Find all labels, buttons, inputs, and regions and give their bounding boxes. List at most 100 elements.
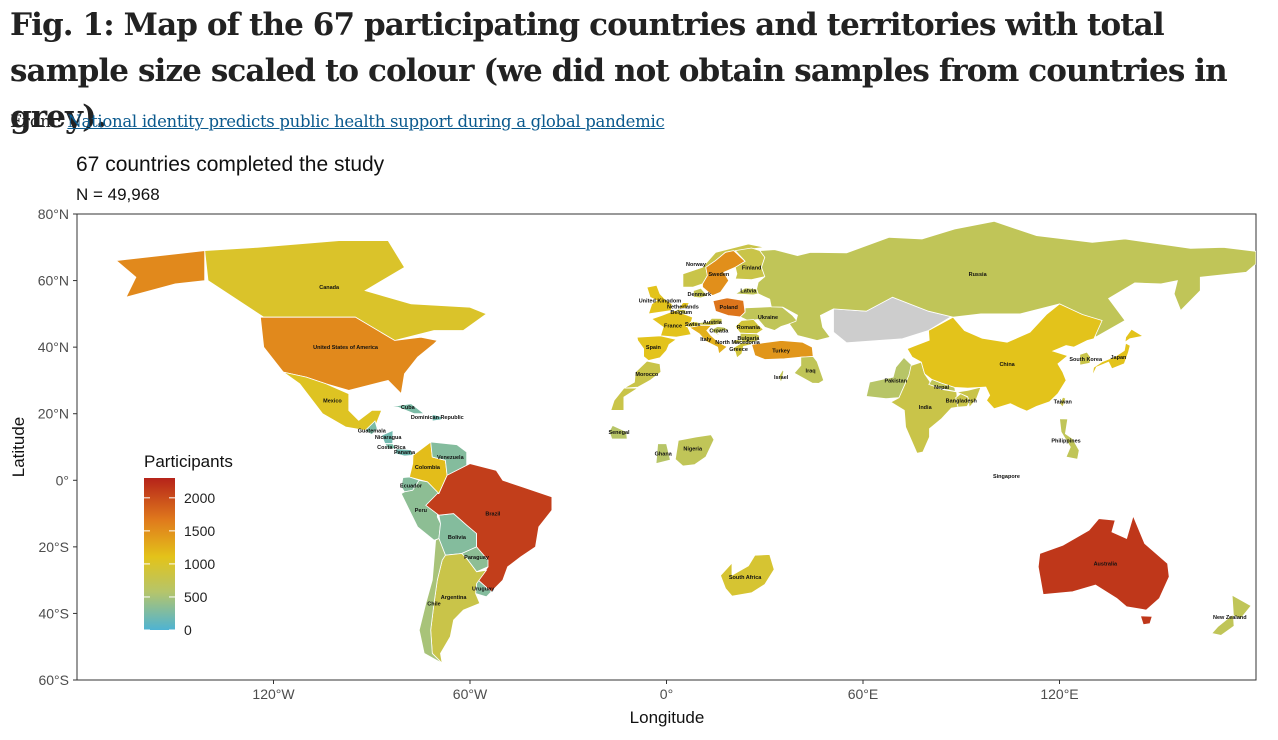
label-philippines: Philippines xyxy=(1051,438,1080,444)
legend-tick-label: 500 xyxy=(184,589,208,605)
label-australia: Australia xyxy=(1094,562,1118,568)
label-austria: Austria xyxy=(703,320,723,326)
middle-east-shape xyxy=(35,153,59,177)
x-tick-label: 60°E xyxy=(848,686,879,702)
country-mexico xyxy=(283,371,383,431)
land-layer xyxy=(0,140,1256,665)
label-guatemala: Guatemala xyxy=(358,428,387,434)
label-taiwan: Taiwan xyxy=(1054,399,1073,405)
y-tick-label: 60°N xyxy=(38,273,69,289)
label-ecuador: Ecuador xyxy=(400,483,423,489)
x-axis-label: Longitude xyxy=(630,708,705,727)
legend-tick-label: 0 xyxy=(184,622,192,638)
legend-tick-label: 2000 xyxy=(184,490,215,506)
country-nigeria xyxy=(674,434,715,467)
x-tick-label: 120°E xyxy=(1040,686,1078,702)
label-iraq: Iraq xyxy=(806,368,816,374)
label-romania: Romania xyxy=(737,325,761,331)
label-brazil: Brazil xyxy=(485,512,500,518)
y-tick-label: 40°S xyxy=(38,605,69,621)
country-new-zealand xyxy=(1211,594,1252,636)
country-chile xyxy=(418,537,446,664)
label-colombia: Colombia xyxy=(415,465,441,471)
y-tick-label: 20°N xyxy=(38,406,69,422)
label-japan: Japan xyxy=(1110,355,1127,361)
y-tick-label: 60°S xyxy=(38,672,69,688)
label-netherlands: Netherlands xyxy=(667,305,699,311)
x-tick-label: 60°W xyxy=(453,686,488,702)
label-nepal: Nepal xyxy=(934,385,949,391)
label-bolivia: Bolivia xyxy=(448,535,467,541)
country-sweden xyxy=(702,250,746,297)
label-venezuela: Venezuela xyxy=(437,455,465,461)
label-south-africa: South Africa xyxy=(729,575,762,581)
label-croatia: Croatia xyxy=(709,329,729,335)
country-south-africa xyxy=(720,554,775,597)
country-spain xyxy=(636,335,678,361)
label-russia: Russia xyxy=(969,272,988,278)
x-tick-label: 0° xyxy=(660,686,673,702)
label-panama: Panama xyxy=(394,450,416,456)
label-belgium: Belgium xyxy=(670,310,692,316)
country-finland xyxy=(734,247,766,281)
indonesia-shape xyxy=(95,140,120,145)
country-singapore xyxy=(1005,474,1008,478)
label-united-kingdom: United Kingdom xyxy=(639,299,682,305)
label-italy: Italy xyxy=(700,337,712,343)
label-senegal: Senegal xyxy=(608,430,630,436)
country-ghana xyxy=(655,443,671,465)
legend-tick-label: 1000 xyxy=(184,556,215,572)
label-bangladesh: Bangladesh xyxy=(946,398,978,404)
label-singapore: Singapore xyxy=(993,474,1020,480)
label-china: China xyxy=(999,362,1015,368)
country-labels: Canada United States of America Mexico Cuba… xyxy=(313,262,1247,621)
label-turkey: Turkey xyxy=(772,348,791,354)
country-peru xyxy=(400,479,441,541)
country-senegal xyxy=(608,424,628,440)
label-swiss: Swiss xyxy=(685,322,701,328)
label-norway: Norway xyxy=(686,262,707,268)
chart-title: 67 countries completed the study xyxy=(76,153,385,176)
source-article-link[interactable]: National identity predicts public health… xyxy=(67,112,665,131)
country-russia xyxy=(756,220,1256,341)
country-philippines xyxy=(1059,418,1080,460)
label-chile: Chile xyxy=(427,601,440,607)
country-israel xyxy=(778,369,785,384)
label-latvia: Latvia xyxy=(740,289,757,295)
country-australia xyxy=(1037,514,1170,611)
africa-shape xyxy=(0,140,51,177)
country-croatia xyxy=(710,326,730,339)
country-south-korea xyxy=(1079,351,1091,366)
figure-title: Fig. 1: Map of the 67 participating coun… xyxy=(10,7,1228,135)
label-new-zealand: New Zealand xyxy=(1213,615,1247,621)
label-ukraine: Ukraine xyxy=(758,315,778,321)
label-united-states-of-america: United States of America xyxy=(313,345,379,351)
country-italy xyxy=(688,324,728,355)
country-netherlands xyxy=(677,302,691,310)
x-axis: 120°W 60°W 0° 60°E 120°E xyxy=(252,680,1079,702)
country-north-macedonia xyxy=(733,339,743,345)
label-greece: Greece xyxy=(729,347,748,353)
world-map-chart: 67 countries completed the study N = 49,… xyxy=(0,140,1257,727)
legend-tick-label: 1500 xyxy=(184,523,215,539)
country-alaska xyxy=(115,250,206,298)
label-denmark: Denmark xyxy=(687,292,711,298)
label-uruguay: Uruguay xyxy=(472,586,495,592)
label-nigeria: Nigeria xyxy=(683,447,703,453)
country-bangladesh xyxy=(955,393,970,408)
country-iraq xyxy=(793,356,825,384)
label-canada: Canada xyxy=(319,285,340,291)
country-taiwan xyxy=(1059,396,1067,408)
label-argentina: Argentina xyxy=(441,595,468,601)
country-japan xyxy=(1091,342,1131,377)
label-costa-rica: Costa Rica xyxy=(377,445,406,451)
country-denmark xyxy=(693,287,709,299)
country-pakistan xyxy=(865,356,913,400)
label-nicaragua: Nicaragua xyxy=(375,435,403,441)
figure-source: From: National identity predicts public … xyxy=(10,112,665,132)
country-united-kingdom xyxy=(646,284,673,315)
y-tick-label: 20°S xyxy=(38,539,69,555)
label-peru: Peru xyxy=(415,508,427,514)
label-dominican-republic: Dominican Republic xyxy=(411,415,464,421)
label-spain: Spain xyxy=(646,345,662,351)
